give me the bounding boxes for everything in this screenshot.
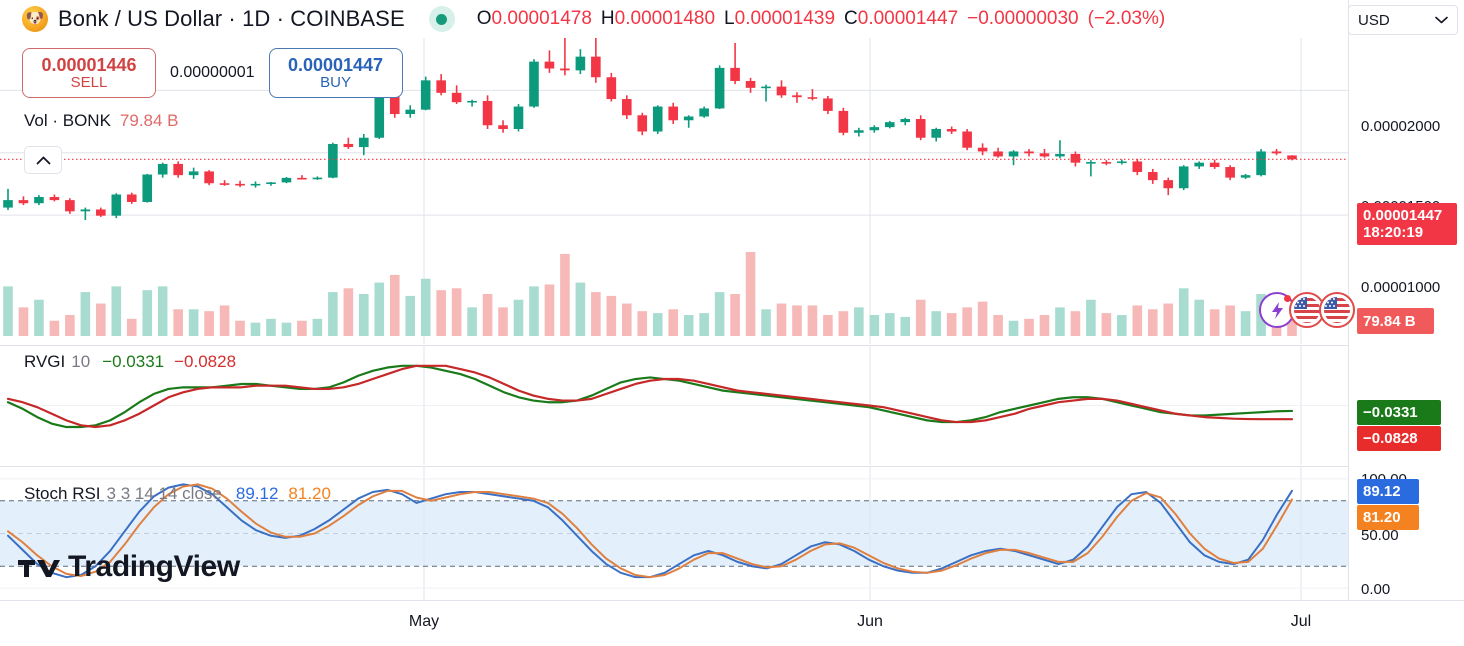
chevron-up-icon <box>36 156 50 164</box>
rvgi-green-tag: −0.0331 <box>1357 400 1441 425</box>
chart-badges <box>1259 292 1355 328</box>
tradingview-watermark-text: TradingView <box>68 550 240 583</box>
change-percent: (−2.03%) <box>1087 8 1166 29</box>
market-status-dot-icon[interactable] <box>428 6 455 32</box>
price-axis[interactable]: 0.00002500 0.00002000 0.00001500 0.00001… <box>1349 0 1464 600</box>
buy-label: BUY <box>320 73 351 91</box>
stoch-rsi-d-value: 81.20 <box>288 484 331 503</box>
volume-tag: 79.84 B <box>1357 308 1434 334</box>
time-tick-jun: Jun <box>857 613 883 630</box>
time-axis[interactable]: May Jun Jul <box>0 601 1464 646</box>
sell-price: 0.00001446 <box>41 54 137 75</box>
stoch-k-tag: 89.12 <box>1357 479 1419 504</box>
rvgi-name: RVGI <box>24 352 66 371</box>
tradingview-logo-icon <box>18 560 60 577</box>
stoch-d-tag: 81.20 <box>1357 505 1419 530</box>
stoch-axis-label: 0.00 <box>1361 581 1391 598</box>
open-key: O <box>476 8 492 29</box>
buy-button[interactable]: 0.00001447 BUY <box>268 48 403 98</box>
tradingview-watermark: TradingView <box>18 550 240 584</box>
stoch-rsi-legend[interactable]: Stoch RSI 3 3 14 14 close 89.12 81.20 <box>24 484 331 504</box>
low-value: 0.00001439 <box>734 8 836 29</box>
us-flag-icon-2[interactable] <box>1319 292 1355 328</box>
symbol-title[interactable]: Bonk / US Dollar · 1D · COINBASE <box>58 6 405 31</box>
price-axis-label: 0.00002000 <box>1361 118 1441 135</box>
sell-label: SELL <box>70 73 108 91</box>
time-tick-may: May <box>408 613 440 630</box>
ohlc-values: O0.00001478 H0.00001480 L0.00001439 C0.0000… <box>477 8 1166 30</box>
rvgi-legend[interactable]: RVGI 10 −0.0331 −0.0828 <box>24 352 236 372</box>
price-chart-pane[interactable] <box>0 0 1348 344</box>
time-axis-separator <box>0 600 1464 601</box>
rvgi-params: 10 <box>71 352 91 371</box>
chart-legend-bar: 🐶 Bonk / US Dollar · 1D · COINBASE O0.00… <box>0 0 1348 38</box>
rvgi-green-value: −0.0331 <box>102 352 165 371</box>
sell-button[interactable]: 0.00001446 SELL <box>22 48 156 98</box>
collapse-pane-button[interactable] <box>24 146 62 174</box>
volume-title: Vol · BONK <box>24 111 111 130</box>
change-value: −0.00000030 <box>967 8 1079 29</box>
volume-legend[interactable]: Vol · BONK 79.84 B <box>24 111 179 131</box>
close-key: C <box>844 8 858 29</box>
stoch-rsi-indicator-pane[interactable] <box>0 466 1348 600</box>
buy-price: 0.00001447 <box>287 54 384 75</box>
us-flag-icon-1[interactable] <box>1289 292 1325 328</box>
high-key: H <box>600 8 615 29</box>
stoch-rsi-name: Stoch RSI <box>24 484 101 503</box>
chevron-down-icon <box>1435 14 1448 26</box>
currency-select[interactable]: USD <box>1348 5 1458 35</box>
low-key: L <box>724 8 735 29</box>
high-value: 0.00001480 <box>614 8 716 29</box>
currency-value: USD <box>1358 11 1390 29</box>
current-price-value: 0.00001447 <box>1363 207 1443 224</box>
alert-dot-icon <box>1284 295 1291 302</box>
price-axis-label: 0.00001000 <box>1361 279 1441 296</box>
current-price-tag[interactable]: 0.00001447 18:20:19 <box>1357 203 1457 245</box>
close-value: 0.00001447 <box>857 8 959 29</box>
time-tick-jul: Jul <box>1290 613 1312 630</box>
bonk-coin-icon: 🐶 <box>22 6 48 32</box>
stoch-axis-label: 50.00 <box>1361 527 1399 544</box>
stoch-rsi-k-value: 89.12 <box>235 484 279 503</box>
spread-value: 0.00000001 <box>170 64 255 81</box>
volume-value: 79.84 B <box>119 111 179 130</box>
rvgi-indicator-pane[interactable] <box>0 345 1348 465</box>
rvgi-red-value: −0.0828 <box>174 352 237 371</box>
bar-countdown: 18:20:19 <box>1363 224 1424 241</box>
open-value: 0.00001478 <box>491 8 592 29</box>
trade-buttons: 0.00001446 SELL 0.00000001 0.00001447 BU… <box>22 48 403 98</box>
rvgi-red-tag: −0.0828 <box>1357 426 1441 451</box>
stoch-rsi-params: 3 3 14 14 close <box>106 484 222 503</box>
